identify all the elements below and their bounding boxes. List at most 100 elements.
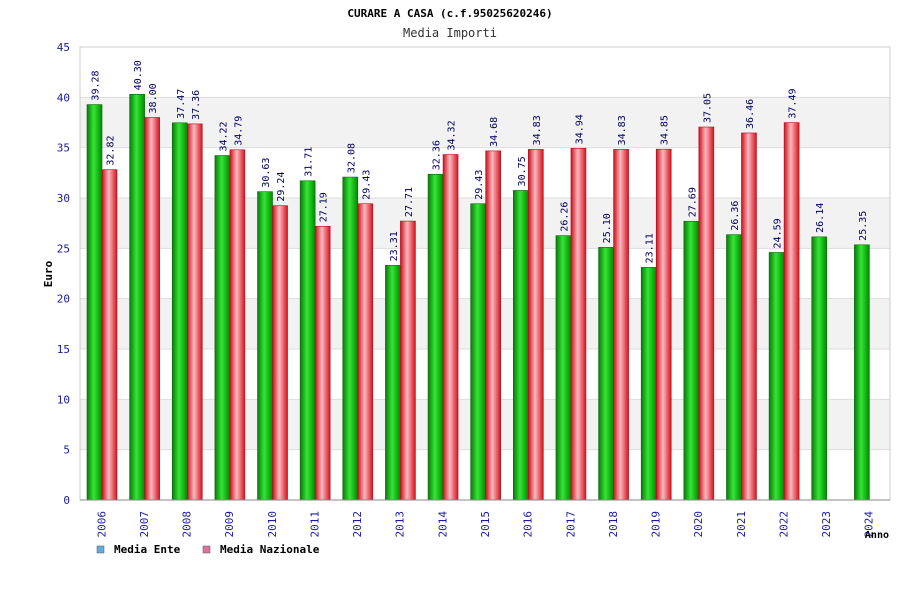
data-label: 27.69 xyxy=(687,187,698,217)
legend-label: Media Ente xyxy=(114,543,181,556)
bar-media-nazionale xyxy=(613,149,629,501)
x-tick-label: 2007 xyxy=(138,511,151,538)
data-label: 34.79 xyxy=(233,116,244,146)
data-label: 37.05 xyxy=(702,93,713,123)
y-tick-label: 15 xyxy=(57,343,70,356)
x-axis-label: Anno xyxy=(865,530,889,541)
x-tick-label: 2010 xyxy=(266,511,279,538)
bar-media-nazionale xyxy=(528,149,544,501)
data-label: 37.47 xyxy=(176,89,187,119)
legend-swatch xyxy=(202,545,211,554)
x-tick-label: 2008 xyxy=(181,511,194,538)
x-tick-label: 2015 xyxy=(479,511,492,538)
data-label: 25.10 xyxy=(602,213,613,243)
x-tick-label: 2021 xyxy=(735,511,748,538)
bar-media-nazionale xyxy=(314,225,331,501)
bar-media-ente xyxy=(342,176,359,501)
x-tick-label: 2019 xyxy=(650,511,663,538)
y-tick-label: 0 xyxy=(63,494,70,507)
y-tick-label: 20 xyxy=(57,293,70,306)
data-label: 26.26 xyxy=(559,202,570,232)
data-label: 29.43 xyxy=(361,170,372,200)
data-label: 34.83 xyxy=(532,115,543,145)
data-label: 34.22 xyxy=(218,121,229,151)
bar-media-nazionale xyxy=(144,117,160,501)
bar-media-ente xyxy=(299,180,316,501)
data-label: 34.85 xyxy=(660,115,671,145)
data-label: 26.14 xyxy=(815,203,826,233)
bar-media-ente xyxy=(129,94,145,501)
bar-media-ente xyxy=(683,220,700,501)
data-label: 32.36 xyxy=(432,140,443,170)
y-tick-label: 10 xyxy=(57,393,70,406)
bars xyxy=(86,94,870,501)
bar-media-nazionale xyxy=(101,169,118,501)
data-label: 23.31 xyxy=(389,231,400,261)
data-label: 24.59 xyxy=(773,218,784,248)
x-tick-label: 2011 xyxy=(308,511,321,538)
x-tick-label: 2009 xyxy=(223,511,236,538)
bar-media-nazionale xyxy=(229,149,246,501)
bar-media-ente xyxy=(427,173,444,501)
data-label: 29.43 xyxy=(474,170,485,200)
bar-media-ente xyxy=(640,267,657,501)
legend-label: Media Nazionale xyxy=(220,543,320,556)
x-tick-label: 2012 xyxy=(351,511,364,538)
data-labels: 39.28 40.30 37.47 34.22 30.63 31.71 32.08 23.31… xyxy=(91,60,869,263)
bar-media-ente xyxy=(768,252,785,501)
data-label: 34.83 xyxy=(617,115,628,145)
x-tick-label: 2024 xyxy=(863,511,876,538)
bar-media-ente xyxy=(470,203,486,501)
x-tick-label: 2016 xyxy=(522,511,535,538)
bar-media-nazionale xyxy=(698,126,715,501)
x-tick-label: 2013 xyxy=(394,511,407,538)
y-tick-label: 25 xyxy=(57,242,70,255)
data-label: 38.00 xyxy=(148,83,159,113)
bar-media-nazionale xyxy=(741,132,757,501)
data-label: 39.28 xyxy=(91,70,102,100)
data-label: 26.36 xyxy=(730,201,741,231)
bar-media-nazionale xyxy=(400,220,416,501)
bar-media-ente xyxy=(513,190,529,501)
data-label: 36.46 xyxy=(745,99,756,129)
bar-media-ente xyxy=(214,155,231,501)
axes: 0 5 10 15 20 25 30 35 40 45 2006 2007 2008 2009 2010 20… xyxy=(57,41,891,538)
data-label: 34.32 xyxy=(447,120,458,150)
legend-swatch xyxy=(96,545,105,554)
data-label: 37.49 xyxy=(788,88,799,118)
bar-media-nazionale xyxy=(357,203,374,501)
bar-media-nazionale xyxy=(485,150,501,501)
bar-media-nazionale xyxy=(655,148,672,501)
x-tick-label: 2006 xyxy=(95,511,108,538)
bar-media-nazionale xyxy=(783,122,800,501)
data-label: 37.36 xyxy=(191,90,202,120)
data-label: 27.19 xyxy=(319,192,330,222)
y-tick-label: 40 xyxy=(57,91,70,104)
bar-media-ente xyxy=(171,122,188,501)
y-tick-label: 30 xyxy=(57,192,70,205)
bar-media-ente xyxy=(811,236,828,501)
x-tick-label: 2017 xyxy=(564,511,577,538)
data-label: 40.30 xyxy=(133,60,144,90)
y-tick-label: 35 xyxy=(57,142,70,155)
bar-media-ente xyxy=(555,235,572,501)
bar-media-ente xyxy=(598,247,614,501)
x-tick-label: 2022 xyxy=(777,511,790,538)
bar-media-nazionale xyxy=(570,147,587,501)
grid-band xyxy=(80,47,890,98)
data-label: 31.71 xyxy=(304,147,315,177)
bar-media-ente xyxy=(385,265,401,501)
data-label: 25.35 xyxy=(858,211,869,241)
bar-media-ente xyxy=(854,244,870,501)
bar-media-nazionale xyxy=(272,205,288,501)
data-label: 34.94 xyxy=(574,114,585,144)
data-label: 29.24 xyxy=(276,172,287,202)
x-tick-label: 2014 xyxy=(436,511,449,538)
bar-media-ente xyxy=(726,234,742,501)
data-label: 32.82 xyxy=(106,136,117,166)
data-label: 34.68 xyxy=(489,117,500,147)
bar-media-ente xyxy=(257,191,273,501)
chart-subtitle: Media Importi xyxy=(403,26,497,40)
